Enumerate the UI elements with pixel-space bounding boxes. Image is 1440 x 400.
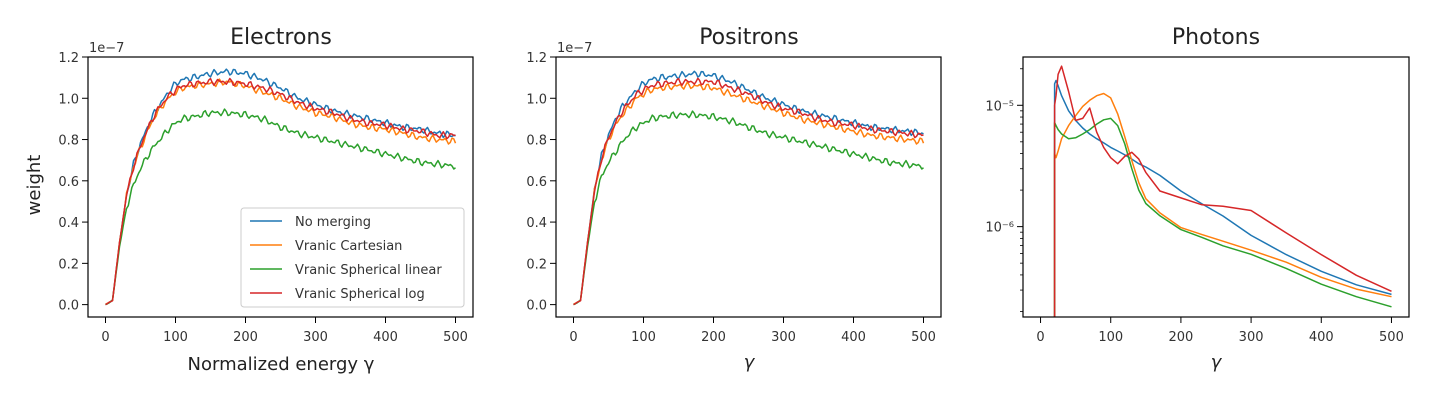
ytick-label: 0.0 (526, 299, 547, 314)
xtick-label: 100 (163, 330, 188, 345)
plot-area-positrons (550, 56, 942, 323)
ytick-label: 1.0 (526, 92, 547, 107)
series-line-no-merging-electrons (105, 68, 456, 306)
xlabel-photons: γ (1211, 352, 1223, 373)
xtick-label: 0 (569, 330, 577, 345)
ytick-label: 1.2 (58, 51, 79, 66)
xtick-label: 300 (1239, 330, 1264, 345)
ytick-labels-photons: 10⁻⁶ 10⁻⁵ (985, 99, 1014, 235)
ytick-label: 1.2 (526, 51, 547, 66)
series-line-vranic-spherical-log-electrons (105, 77, 456, 306)
xtick-label: 0 (101, 330, 109, 345)
title-positrons: Positrons (699, 25, 799, 50)
xtick-label: 100 (1098, 330, 1123, 345)
ytick-label: 0.4 (526, 216, 547, 231)
xtick-label: 400 (841, 330, 866, 345)
plot-area-electrons (82, 56, 474, 323)
xtick-label: 500 (1379, 330, 1404, 345)
ytick-label: 0.6 (526, 175, 547, 190)
series-line-vranic-cartesian-positrons (573, 81, 925, 306)
xtick-labels-electrons: 0 100 200 300 400 500 (101, 330, 468, 345)
xtick-label: 200 (701, 330, 726, 345)
series-line-vranic-spherical-log-photons (1053, 65, 1392, 317)
xtick-label: 300 (771, 330, 796, 345)
ytick-label: 0.4 (58, 216, 79, 231)
axes-frame-electrons (87, 56, 474, 318)
panel-positrons: Positrons 1e−7 γ 0 100 200 300 400 500 0… (526, 25, 942, 373)
xtick-label: 400 (373, 330, 398, 345)
ytick-label: 0.2 (526, 257, 547, 272)
ytick-label: 1.0 (58, 92, 79, 107)
legend-label-vranic-spherical-linear: Vranic Spherical linear (295, 263, 442, 278)
xtick-label: 100 (631, 330, 656, 345)
series-line-vranic-cartesian-electrons (105, 78, 457, 306)
ytick-label: 0.8 (58, 134, 79, 149)
panel-electrons: Electrons 1e−7 Normalized energy γ weigh… (24, 25, 474, 375)
series-line-vranic-cartesian-photons (1053, 92, 1392, 317)
xlabel-electrons: Normalized energy γ (188, 354, 375, 375)
ytick-label: 0.2 (58, 257, 79, 272)
xtick-labels-positrons: 0 100 200 300 400 500 (569, 330, 936, 345)
xtick-label: 500 (911, 330, 936, 345)
axes-frame-positrons (555, 56, 942, 318)
xtick-label: 200 (233, 330, 258, 345)
ytick-label: 10⁻⁶ (985, 221, 1014, 236)
title-photons: Photons (1172, 25, 1260, 50)
ytick-label: 10⁻⁵ (985, 99, 1014, 114)
xtick-labels-photons: 0 100 200 300 400 500 (1036, 330, 1403, 345)
ytick-labels-positrons: 0.0 0.2 0.4 0.6 0.8 1.0 1.2 (526, 51, 547, 314)
xtick-label: 400 (1309, 330, 1334, 345)
legend-label-vranic-spherical-log: Vranic Spherical log (295, 287, 425, 302)
ylabel-electrons: weight (24, 155, 45, 216)
legend: No merging Vranic Cartesian Vranic Spher… (240, 207, 465, 308)
axes-frame-photons (1022, 56, 1410, 318)
xtick-label: 300 (303, 330, 328, 345)
legend-label-no-merging: No merging (295, 215, 371, 230)
series-line-no-merging-photons (1053, 79, 1392, 317)
series-line-vranic-spherical-linear-positrons (573, 110, 924, 306)
y-offset-positrons: 1e−7 (557, 41, 592, 56)
ytick-labels-electrons: 0.0 0.2 0.4 0.6 0.8 1.0 1.2 (58, 51, 79, 314)
xtick-label: 0 (1036, 330, 1044, 345)
title-electrons: Electrons (230, 25, 332, 50)
legend-box (240, 207, 465, 308)
series-line-vranic-spherical-log-positrons (573, 77, 924, 306)
series-line-no-merging-positrons (573, 70, 924, 306)
ytick-label: 0.6 (58, 175, 79, 190)
ytick-label: 0.8 (526, 134, 547, 149)
plot-area-photons (1017, 56, 1410, 323)
series-line-vranic-spherical-linear-photons (1053, 117, 1392, 317)
ytick-label: 0.0 (58, 299, 79, 314)
xlabel-positrons: γ (744, 352, 756, 373)
panel-photons: Photons γ 0 100 200 300 400 500 10⁻⁶ 10⁻… (985, 25, 1410, 373)
xtick-label: 200 (1168, 330, 1193, 345)
xtick-label: 500 (443, 330, 468, 345)
legend-label-vranic-cartesian: Vranic Cartesian (295, 239, 402, 254)
series-line-vranic-spherical-linear-electrons (105, 108, 456, 306)
y-offset-electrons: 1e−7 (89, 41, 124, 56)
